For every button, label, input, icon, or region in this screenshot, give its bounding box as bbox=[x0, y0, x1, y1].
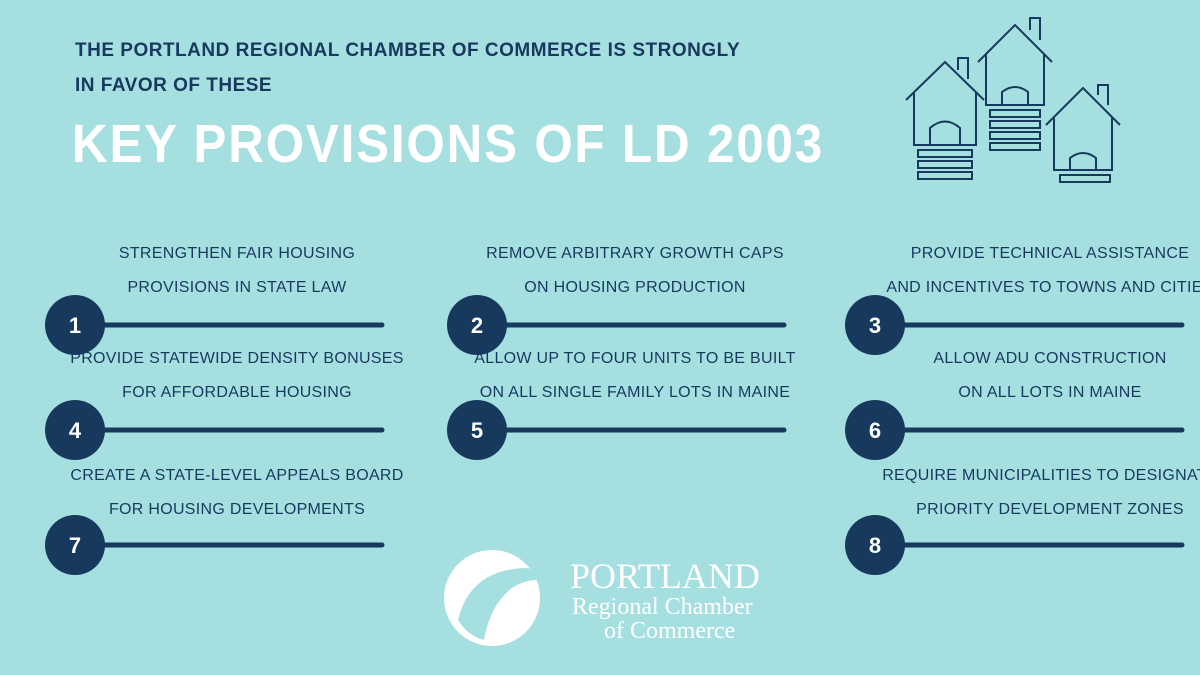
item-badge bbox=[845, 400, 905, 460]
logo-line: of Commerce bbox=[604, 618, 735, 644]
intro-line: THE PORTLAND REGIONAL CHAMBER OF COMMERC… bbox=[75, 40, 740, 61]
item-text: STRENGTHEN FAIR HOUSING bbox=[119, 245, 355, 262]
item-text: PROVIDE TECHNICAL ASSISTANCE bbox=[911, 245, 1189, 262]
item-text: ALLOW UP TO FOUR UNITS TO BE BUILT bbox=[474, 350, 795, 367]
logo-swirl bbox=[458, 568, 552, 640]
item-text: PROVISIONS IN STATE LAW bbox=[127, 279, 347, 296]
item-text: ON ALL LOTS IN MAINE bbox=[958, 384, 1141, 401]
item-text: FOR AFFORDABLE HOUSING bbox=[122, 384, 352, 401]
item-number: 7 bbox=[69, 533, 81, 558]
logo: PORTLAND Regional Chamber of Commerce bbox=[444, 550, 760, 646]
item-number: 4 bbox=[69, 418, 82, 443]
item-text: PROVIDE STATEWIDE DENSITY BONUSES bbox=[70, 350, 404, 367]
item-number: 2 bbox=[471, 313, 483, 338]
title: KEY PROVISIONS OF LD 2003 bbox=[72, 114, 824, 174]
item-text: ON ALL SINGLE FAMILY LOTS IN MAINE bbox=[480, 384, 790, 401]
item-number: 5 bbox=[471, 418, 483, 443]
item-badge bbox=[447, 295, 507, 355]
item-text: REMOVE ARBITRARY GROWTH CAPS bbox=[486, 245, 784, 262]
item-number: 1 bbox=[69, 313, 81, 338]
item-badge bbox=[45, 400, 105, 460]
intro-line: IN FAVOR OF THESE bbox=[75, 75, 272, 96]
item-number: 3 bbox=[869, 313, 881, 338]
item-text: ON HOUSING PRODUCTION bbox=[524, 279, 745, 296]
item-badge bbox=[45, 295, 105, 355]
item-text: ALLOW ADU CONSTRUCTION bbox=[933, 350, 1166, 367]
item-text: REQUIRE MUNICIPALITIES TO DESIGNATE bbox=[882, 467, 1200, 484]
item-number: 8 bbox=[869, 533, 881, 558]
item-text: CREATE A STATE-LEVEL APPEALS BOARD bbox=[70, 467, 403, 484]
houses-icon bbox=[905, 17, 1121, 183]
item-badge bbox=[45, 515, 105, 575]
item-text: PRIORITY DEVELOPMENT ZONES bbox=[916, 501, 1184, 518]
item-badge bbox=[447, 400, 507, 460]
logo-line: Regional Chamber bbox=[572, 594, 753, 620]
item-number: 6 bbox=[869, 418, 881, 443]
item-text: FOR HOUSING DEVELOPMENTS bbox=[109, 501, 365, 518]
logo-name: PORTLAND bbox=[570, 556, 760, 596]
item-badge bbox=[845, 295, 905, 355]
item-badge bbox=[845, 515, 905, 575]
item-text: AND INCENTIVES TO TOWNS AND CITIES bbox=[886, 279, 1200, 296]
